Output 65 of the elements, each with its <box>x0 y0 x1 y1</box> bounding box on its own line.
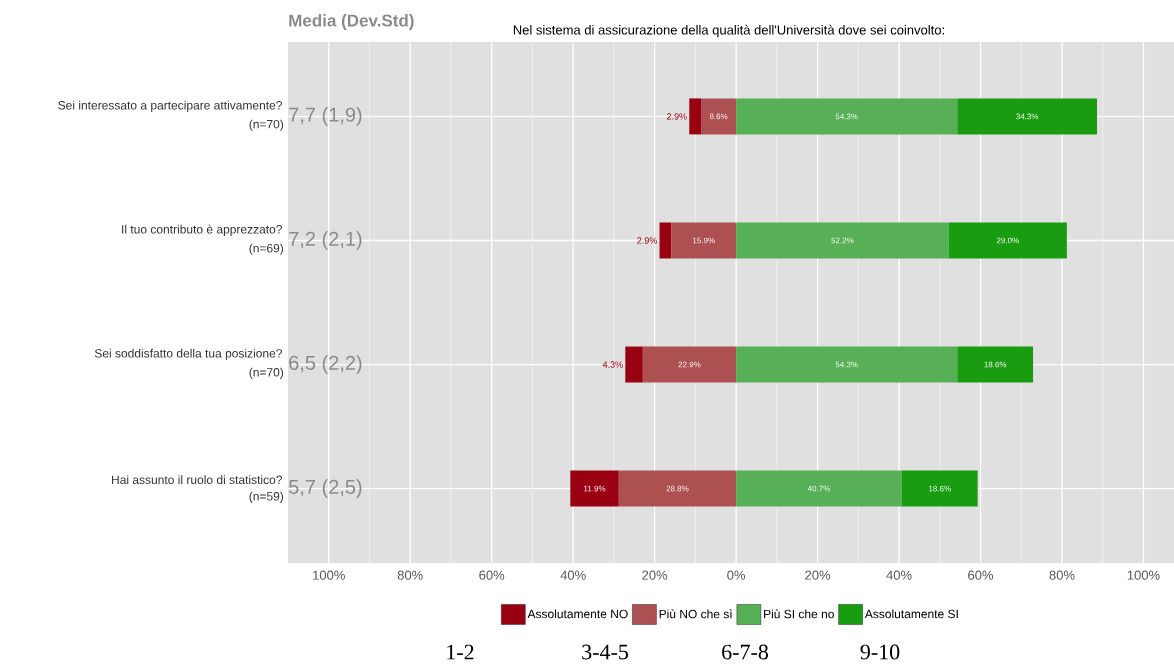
x-tick-label: 80% <box>397 570 423 580</box>
text: (n=70) <box>249 119 284 131</box>
bar <box>570 470 619 507</box>
x-tick-label: 40% <box>560 570 586 580</box>
bar <box>659 222 672 259</box>
x-tick-label: 60% <box>968 570 994 580</box>
y-tick-label: Sei soddisfatto della tua posizione? <box>94 348 282 360</box>
legend-label: Più SI che no <box>764 609 834 619</box>
x-tick-label: 80% <box>1049 570 1075 580</box>
text: (n=69) <box>249 243 284 255</box>
bar <box>671 222 737 259</box>
bar <box>689 98 702 135</box>
bar <box>957 346 1034 383</box>
x-tick-label: 0% <box>727 570 746 580</box>
text: 6-7-8 <box>722 644 768 660</box>
bar <box>901 470 978 507</box>
bar <box>701 98 737 135</box>
text: (n=59) <box>249 491 284 503</box>
x-tick-label: 100% <box>1127 570 1160 580</box>
data-label: 4.3% <box>602 361 623 368</box>
y-tick-label: Hai assunto il ruolo di statistico? <box>112 475 282 485</box>
data-label: 28.8% <box>666 485 689 492</box>
data-label: 34.3% <box>1016 113 1039 120</box>
data-label: 8.6% <box>709 113 728 120</box>
x-tick-label: 40% <box>886 570 912 580</box>
data-label: 18.6% <box>984 361 1007 368</box>
data-label: 29.0% <box>996 237 1019 244</box>
x-tick-label: 20% <box>642 570 668 580</box>
data-label: 18.6% <box>929 485 951 492</box>
data-label: 15.9% <box>692 237 715 244</box>
data-label: 52.2% <box>831 237 854 244</box>
data-label: 22.9% <box>678 361 701 368</box>
y-tick-label: Il tuo contributo è apprezzato? <box>122 224 282 236</box>
annotation: 5,7 (2,5) <box>289 479 362 498</box>
bar <box>625 346 643 383</box>
bar <box>736 98 958 135</box>
text: 3-4-5 <box>582 644 628 660</box>
data-label: 54.3% <box>835 361 858 368</box>
x-tick-label: 100% <box>313 570 345 580</box>
text: 1-2 <box>447 644 474 660</box>
bar <box>736 346 958 383</box>
bar <box>736 470 902 507</box>
legend-label: Assolutamente SI <box>864 609 958 619</box>
text: 9-10 <box>860 644 900 660</box>
data-label: 2.9% <box>637 237 657 244</box>
text: (n=70) <box>249 367 284 379</box>
legend-label: Più NO che sì <box>659 609 732 619</box>
bar <box>957 98 1098 135</box>
bar <box>618 470 737 507</box>
data-label: 54.3% <box>835 113 858 120</box>
x-tick-label: 60% <box>479 570 505 580</box>
data-label: 40.7% <box>807 485 831 492</box>
y-tick-label: Sei interessato a partecipare attivamente? <box>58 100 282 112</box>
data-label: 2.9% <box>666 113 687 120</box>
annotation: 6,5 (2,2) <box>289 355 362 374</box>
text: Media (Dev.Std) <box>289 14 414 30</box>
chart-title: Nel sistema di assicurazione della qualità dell'Università dove sei coinvolto: <box>513 24 944 38</box>
bar <box>736 222 949 259</box>
annotation: 7,7 (1,9) <box>289 107 362 126</box>
bar <box>642 346 737 383</box>
legend-label: Assolutamente NO <box>527 609 628 619</box>
bar <box>948 222 1067 259</box>
data-label: 11.9% <box>584 485 606 492</box>
x-tick-label: 20% <box>805 570 831 580</box>
annotation: 7,2 (2,1) <box>289 231 362 250</box>
